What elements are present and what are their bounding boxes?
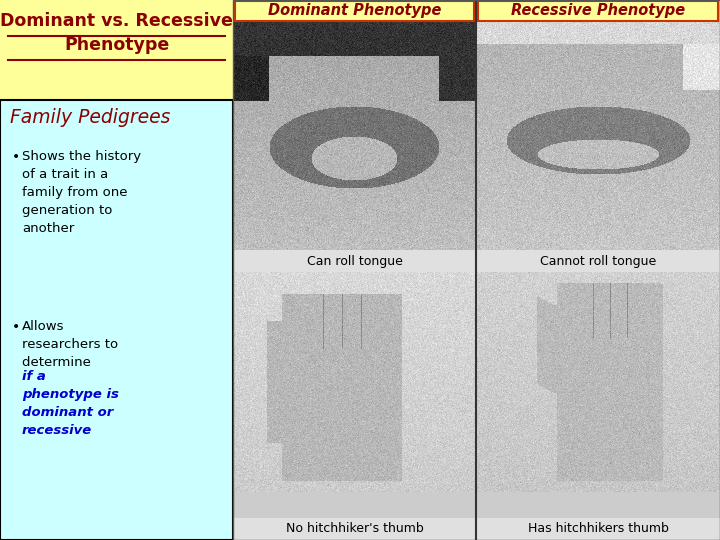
FancyBboxPatch shape [233,250,720,272]
Text: Dominant vs. Recessive
Phenotype: Dominant vs. Recessive Phenotype [0,12,233,53]
Text: Recessive Phenotype: Recessive Phenotype [511,3,685,18]
Text: Dominant Phenotype: Dominant Phenotype [268,3,441,18]
Text: if a
phenotype is
dominant or
recessive: if a phenotype is dominant or recessive [22,370,119,437]
FancyBboxPatch shape [233,518,720,540]
FancyBboxPatch shape [478,1,718,21]
Text: Shows the history
of a trait in a
family from one
generation to
another: Shows the history of a trait in a family… [22,150,141,235]
Text: No hitchhiker's thumb: No hitchhiker's thumb [286,523,423,536]
FancyBboxPatch shape [0,0,233,100]
Text: Can roll tongue: Can roll tongue [307,254,402,267]
FancyBboxPatch shape [0,100,233,540]
Text: Family Pedigrees: Family Pedigrees [10,108,171,127]
FancyBboxPatch shape [233,0,720,540]
Text: Allows
researchers to
determine: Allows researchers to determine [22,320,118,369]
Text: Has hitchhikers thumb: Has hitchhikers thumb [528,523,668,536]
Text: •: • [12,150,20,164]
Text: •: • [12,320,20,334]
Text: Cannot roll tongue: Cannot roll tongue [540,254,656,267]
FancyBboxPatch shape [235,1,474,21]
